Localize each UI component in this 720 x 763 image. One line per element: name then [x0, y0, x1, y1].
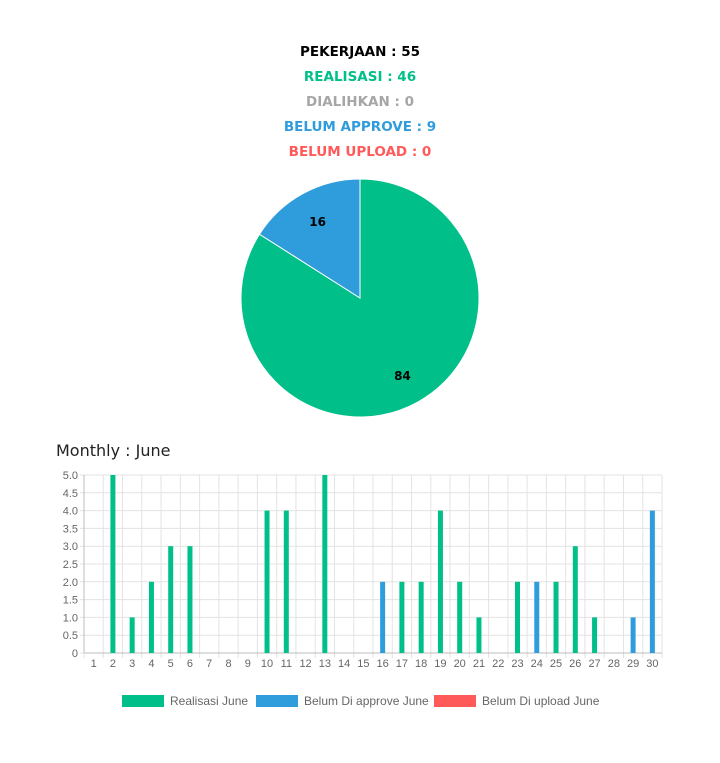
x-tick-label: 13 [319, 658, 331, 670]
pie-chart: 84 16 [240, 178, 480, 418]
x-tick-label: 16 [377, 658, 389, 670]
y-tick-label: 5.0 [63, 470, 78, 482]
x-tick-label: 15 [357, 658, 369, 670]
x-tick-label: 24 [531, 658, 543, 670]
stat-belum-upload: BELUM UPLOAD : 0 [288, 144, 432, 160]
legend-item-realisasi[interactable]: Realisasi June [122, 694, 248, 708]
x-tick-label: 18 [415, 658, 427, 670]
bar-realisasi-june-day-26[interactable] [572, 546, 578, 653]
x-tick-label: 10 [261, 658, 273, 670]
x-tick-label: 8 [225, 658, 231, 670]
stat-belum-approve: BELUM APPROVE : 9 [283, 119, 437, 135]
bar-realisasi-june-day-27[interactable] [592, 617, 598, 653]
legend-item-belum-upload[interactable]: Belum Di upload June [434, 694, 599, 708]
x-tick-label: 17 [396, 658, 408, 670]
bar-belum-di-approve-june-day-29[interactable] [630, 617, 636, 653]
bar-realisasi-june-day-5[interactable] [168, 546, 174, 653]
y-tick-label: 2.0 [63, 577, 78, 589]
x-tick-label: 21 [473, 658, 485, 670]
x-tick-label: 11 [281, 658, 292, 670]
x-tick-label: 27 [588, 658, 600, 670]
pie-label-0: 84 [394, 369, 411, 383]
stat-realisasi: REALISASI : 46 [303, 69, 417, 85]
legend-item-belum-approve[interactable]: Belum Di approve June [256, 694, 429, 708]
monthly-bar-chart: 5.04.54.03.53.02.52.01.51.00.501 2 3 4 5 6 7 8 9… [63, 470, 663, 670]
y-tick-label: 3.0 [63, 541, 78, 553]
x-tick-label: 5 [168, 658, 174, 670]
x-tick-label: 9 [245, 658, 251, 670]
bar-realisasi-june-day-3[interactable] [129, 617, 135, 653]
legend-swatch-belum-upload [434, 695, 476, 707]
x-tick-label: 20 [454, 658, 466, 670]
x-tick-label: 26 [569, 658, 581, 670]
y-tick-label: 3.5 [63, 523, 78, 535]
bar-realisasi-june-day-20[interactable] [457, 581, 463, 653]
x-tick-label: 25 [550, 658, 562, 670]
monthly-chart-title: Monthly : June [56, 441, 171, 460]
bar-realisasi-june-day-11[interactable] [283, 510, 289, 653]
y-tick-label: 4.5 [63, 488, 78, 500]
x-tick-label: 14 [338, 658, 350, 670]
y-tick-label: 0 [72, 648, 78, 660]
bar-realisasi-june-day-18[interactable] [418, 581, 424, 653]
x-tick-label: 19 [434, 658, 446, 670]
x-tick-label: 22 [492, 658, 504, 670]
x-tick-label: 23 [511, 658, 523, 670]
y-tick-label: 0.5 [63, 630, 78, 642]
x-tick-label: 30 [646, 658, 658, 670]
bar-realisasi-june-day-21[interactable] [476, 617, 482, 653]
bar-belum-di-approve-june-day-30[interactable] [649, 510, 655, 653]
legend-label-belum-upload: Belum Di upload June [482, 694, 600, 708]
bar-realisasi-june-day-25[interactable] [553, 581, 559, 653]
stat-pekerjaan: PEKERJAAN : 55 [300, 44, 420, 60]
legend-swatch-belum-approve [256, 695, 298, 707]
legend-label-belum-approve: Belum Di approve June [304, 694, 429, 708]
x-tick-label: 1 [91, 658, 97, 670]
x-tick-label: 3 [129, 658, 135, 670]
bar-belum-di-approve-june-day-24[interactable] [534, 581, 540, 653]
x-tick-label: 12 [299, 658, 311, 670]
x-tick-label: 2 [110, 658, 116, 670]
bar-realisasi-june-day-10[interactable] [264, 510, 270, 653]
legend-label-realisasi: Realisasi June [170, 694, 249, 708]
y-tick-label: 2.5 [63, 559, 78, 571]
y-tick-label: 1.0 [63, 612, 78, 624]
bar-realisasi-june-day-17[interactable] [399, 581, 405, 653]
pie-slice-1[interactable] [258, 178, 361, 299]
y-tick-label: 1.5 [63, 595, 78, 607]
bar-legend: Realisasi June Belum Di approve June Bel… [0, 694, 720, 714]
bar-belum-di-approve-june-day-16[interactable] [380, 581, 386, 653]
bar-realisasi-june-day-23[interactable] [515, 581, 520, 653]
bar-realisasi-june-day-2[interactable] [110, 475, 116, 653]
bar-realisasi-june-day-13[interactable] [322, 475, 328, 653]
x-tick-label: 6 [187, 658, 193, 670]
x-tick-label: 29 [627, 658, 639, 670]
bar-realisasi-june-day-6[interactable] [187, 546, 193, 653]
x-tick-label: 4 [148, 658, 154, 670]
bar-realisasi-june-day-19[interactable] [437, 510, 443, 653]
x-tick-label: 28 [608, 658, 620, 670]
y-tick-label: 4.0 [63, 506, 78, 518]
x-tick-label: 7 [206, 658, 212, 670]
bar-realisasi-june-day-4[interactable] [148, 581, 154, 653]
summary-stats: PEKERJAAN : 55 REALISASI : 46 DIALIHKAN … [0, 41, 720, 166]
legend-swatch-realisasi [122, 695, 164, 707]
stat-dialihkan: DIALIHKAN : 0 [306, 94, 414, 110]
pie-label-1: 16 [309, 215, 326, 229]
